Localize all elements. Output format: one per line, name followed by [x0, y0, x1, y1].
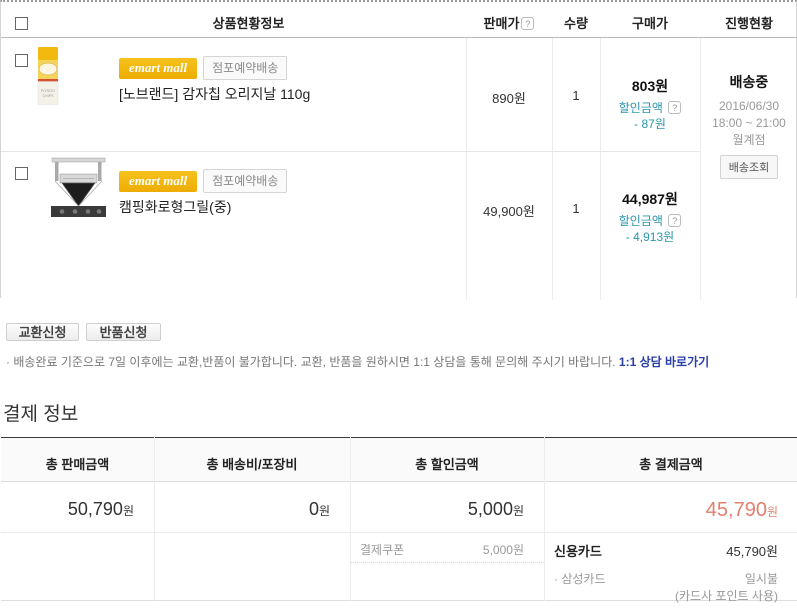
svg-text:CHIPS: CHIPS: [43, 94, 55, 98]
svg-text:POTATO: POTATO: [41, 89, 55, 93]
